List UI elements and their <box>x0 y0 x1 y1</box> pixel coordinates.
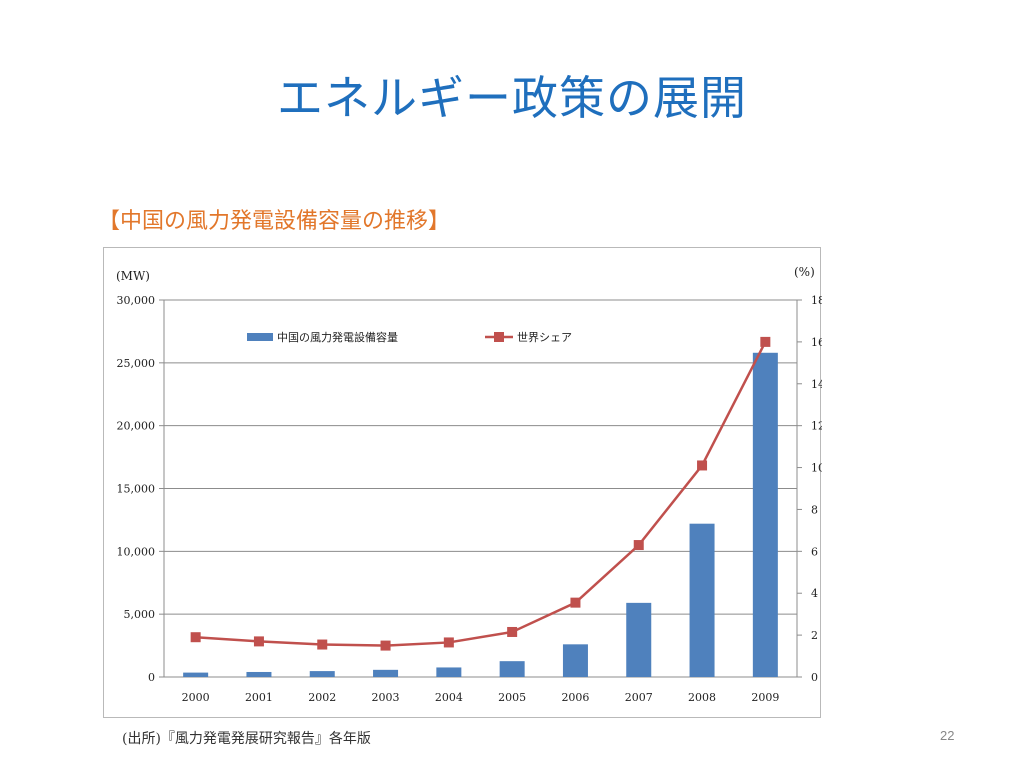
source-note: (出所)『風力発電発展研究報告』各年版 <box>122 731 371 747</box>
page-number: 22 <box>940 728 955 743</box>
y-right-tick-label: 4 <box>811 587 818 600</box>
y-left-tick-label: 5,000 <box>124 608 156 621</box>
x-tick-label: 2002 <box>308 691 336 704</box>
x-tick-label: 2001 <box>245 691 273 704</box>
y-left-tick-label: 15,000 <box>117 483 156 496</box>
x-tick-label: 2009 <box>751 691 779 704</box>
y-right-tick-label: 6 <box>811 545 818 558</box>
slide-title: エネルギー政策の展開 <box>277 71 747 125</box>
y-left-tick-label: 0 <box>148 671 155 684</box>
line-point <box>253 636 264 647</box>
line-point <box>443 637 454 648</box>
y-left-tick-label: 20,000 <box>117 420 156 433</box>
line-point <box>380 640 391 651</box>
bar <box>499 661 525 677</box>
bar <box>373 669 399 677</box>
y-right-tick-label: 16 <box>811 336 822 349</box>
legend-bar-swatch <box>247 333 273 341</box>
chart-frame: 0 5,000 10,000 15,000 20,000 25,000 30,000 0 2 4 6… <box>103 247 822 718</box>
y-right-unit-label: (%) <box>794 265 815 279</box>
legend-line-marker <box>494 332 504 342</box>
y-right-tick-label: 0 <box>811 671 818 684</box>
x-tick-label: 2006 <box>561 691 589 704</box>
bar <box>183 672 209 677</box>
share-line <box>195 341 767 647</box>
bar <box>689 523 715 677</box>
line-point <box>570 597 581 608</box>
line-point <box>507 626 518 637</box>
chart-heading: 【中国の風力発電設備容量の推移】 <box>98 209 451 234</box>
line-point <box>697 460 708 471</box>
bar <box>436 667 462 677</box>
x-tick-label: 2007 <box>625 691 653 704</box>
chart-svg: 0 5,000 10,000 15,000 20,000 25,000 30,000 0 2 4 6… <box>116 265 822 704</box>
bar <box>562 644 588 677</box>
line-point <box>190 632 201 643</box>
y-left-tick-label: 10,000 <box>117 545 156 558</box>
line-point <box>317 639 328 650</box>
y-left-tick-label: 30,000 <box>117 294 156 307</box>
y-right-tick-label: 8 <box>811 503 818 516</box>
x-tick-label: 2004 <box>435 691 463 704</box>
bar <box>626 602 652 677</box>
y-right-tick-label: 2 <box>811 629 818 642</box>
bar <box>752 352 778 677</box>
legend-label: 世界シェア <box>517 331 572 344</box>
y-right-tick-label: 14 <box>811 378 822 391</box>
y-right-tick-label: 12 <box>811 420 822 433</box>
line-point <box>760 336 771 347</box>
x-tick-label: 2008 <box>688 691 716 704</box>
y-left-unit-label: (MW) <box>116 269 150 283</box>
x-tick-label: 2003 <box>372 691 400 704</box>
y-right-tick-label: 10 <box>811 462 822 475</box>
bar <box>246 671 272 677</box>
legend-label: 中国の風力発電設備容量 <box>277 330 398 344</box>
bar <box>309 671 335 677</box>
x-tick-label: 2005 <box>498 691 526 704</box>
line-point <box>633 540 644 551</box>
y-left-tick-label: 25,000 <box>117 357 156 370</box>
x-tick-label: 2000 <box>182 691 210 704</box>
y-right-tick-label: 18 <box>811 294 822 307</box>
